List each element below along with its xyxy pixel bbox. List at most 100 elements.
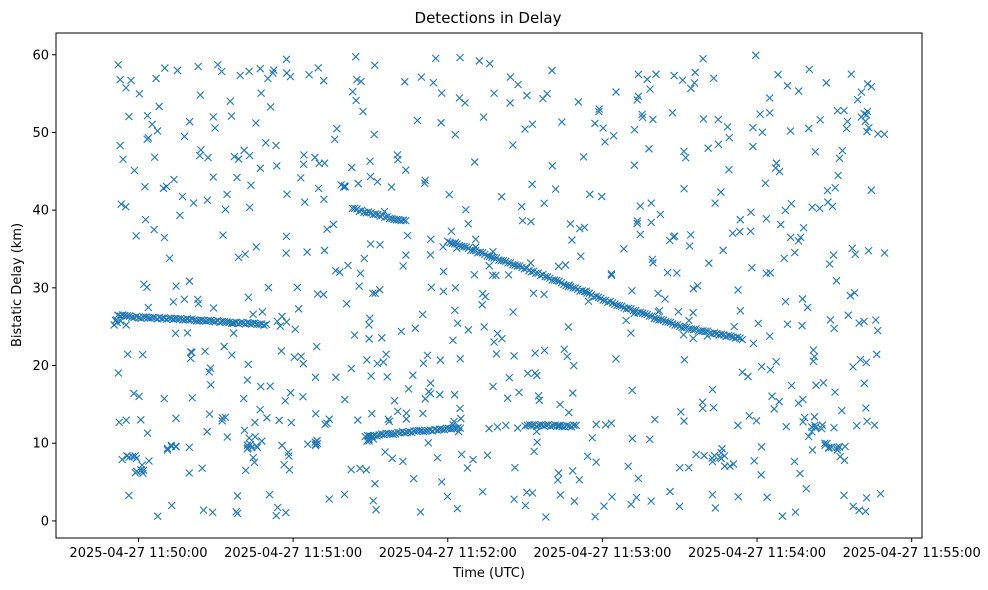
data-point: [340, 490, 349, 499]
data-point: [733, 333, 742, 341]
x-tick-label: 2025-04-27 11:53:00: [533, 546, 671, 561]
data-point: [781, 206, 790, 215]
data-point: [553, 421, 562, 430]
data-point: [647, 497, 656, 506]
data-point: [569, 421, 578, 430]
data-point: [464, 326, 473, 334]
data-point: [393, 407, 402, 416]
data-point: [487, 253, 496, 262]
data-point: [645, 435, 654, 444]
data-point: [580, 223, 589, 232]
data-point: [462, 243, 471, 251]
data-point: [728, 229, 737, 238]
data-point: [370, 61, 379, 70]
plot-frame: [55, 32, 923, 539]
data-point: [716, 188, 725, 196]
data-point: [847, 70, 856, 79]
data-point: [628, 386, 637, 395]
data-point: [867, 186, 876, 195]
data-point: [402, 409, 411, 418]
data-point: [178, 192, 187, 201]
data-point: [232, 507, 241, 516]
data-point: [786, 233, 795, 242]
data-point: [711, 199, 720, 208]
data-point: [245, 203, 254, 212]
data-point: [657, 315, 666, 324]
data-point: [283, 190, 291, 199]
data-point: [255, 320, 264, 329]
data-point: [437, 118, 445, 127]
data-point: [528, 180, 537, 189]
data-point: [209, 173, 218, 182]
x-tick-label: 2025-04-27 11:54:00: [688, 546, 826, 561]
y-axis-title: Bistatic Delay (km): [10, 223, 25, 347]
data-point: [311, 441, 320, 450]
data-point: [223, 190, 231, 199]
data-point: [314, 63, 323, 72]
data-point: [840, 456, 849, 465]
data-point: [821, 441, 830, 450]
data-point: [591, 119, 599, 128]
data-point: [244, 293, 253, 302]
data-point: [775, 397, 784, 406]
data-point: [656, 210, 665, 219]
data-point: [765, 332, 774, 341]
data-point: [601, 420, 610, 429]
data-point: [783, 81, 792, 90]
data-point: [282, 318, 291, 326]
data-point: [772, 357, 781, 366]
data-point: [612, 88, 620, 96]
data-point: [808, 203, 817, 212]
data-point: [749, 339, 758, 348]
y-tick-label: 40: [32, 204, 49, 219]
data-point: [862, 358, 871, 367]
data-point: [745, 411, 754, 420]
data-point: [256, 164, 265, 173]
data-point: [218, 414, 227, 422]
data-point: [599, 124, 608, 132]
data-point: [414, 426, 423, 435]
data-point: [490, 89, 498, 98]
data-point: [758, 128, 767, 137]
data-point: [765, 94, 774, 102]
data-point: [876, 489, 885, 498]
y-tick-label: 0: [41, 514, 49, 529]
data-point: [460, 242, 468, 251]
data-point: [840, 106, 848, 115]
data-point: [456, 424, 465, 433]
data-point: [672, 269, 681, 277]
data-point: [436, 356, 445, 365]
data-point: [650, 415, 659, 424]
data-point: [527, 217, 535, 226]
data-point: [546, 422, 555, 431]
data-point: [402, 415, 411, 423]
data-point: [752, 416, 761, 425]
data-point: [846, 291, 855, 300]
data-point: [543, 273, 552, 281]
data-point: [193, 295, 202, 304]
data-point: [125, 312, 134, 320]
data-point: [471, 235, 480, 244]
data-point: [787, 199, 796, 208]
data-point: [359, 107, 367, 116]
y-tick-label: 30: [32, 281, 49, 296]
data-point: [843, 117, 852, 126]
data-point: [293, 283, 302, 292]
data-point: [684, 463, 693, 472]
data-point: [364, 208, 373, 216]
data-point: [370, 130, 379, 139]
data-point: [470, 270, 479, 279]
data-point: [272, 141, 280, 150]
data-point: [765, 108, 774, 117]
data-point: [528, 489, 537, 497]
data-point: [622, 316, 630, 325]
data-point: [521, 422, 529, 430]
data-point: [562, 281, 570, 290]
data-point: [647, 199, 656, 208]
chart-title: Detections in Delay: [415, 9, 562, 27]
data-point: [208, 508, 217, 517]
data-point: [160, 394, 169, 403]
data-point: [782, 422, 791, 431]
data-point: [245, 151, 254, 160]
data-point: [453, 504, 462, 513]
